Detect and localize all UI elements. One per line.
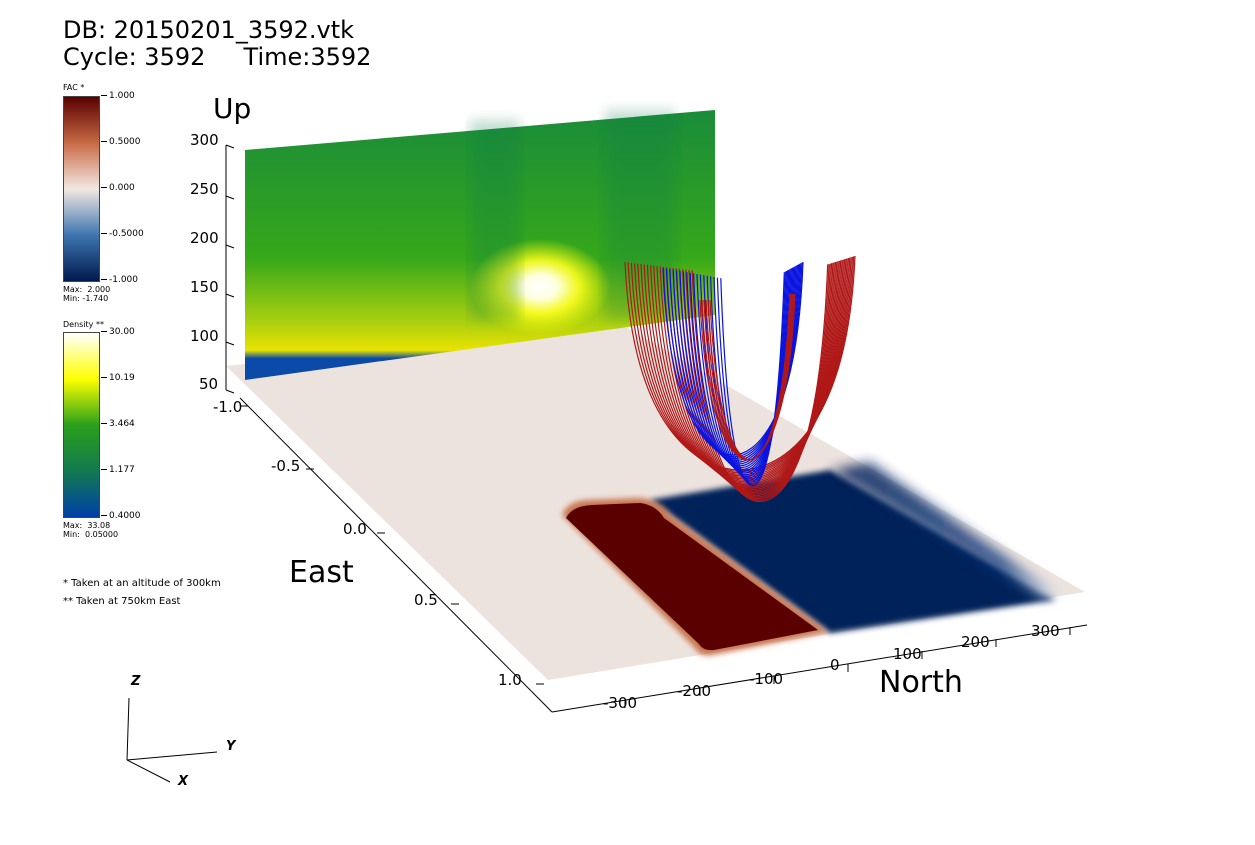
fac-max: Max: 2.000 [63,285,111,294]
fac-tick: 0.5000 [101,137,141,147]
cycle-time-label: Cycle: 3592 Time:3592 [63,43,372,71]
fac-tick: 0.000 [101,183,135,193]
north-tick: -300 [603,694,638,712]
density-colorbar [63,332,100,518]
up-tick: 200 [190,229,219,247]
field-line [691,264,829,503]
up-tick: 100 [190,327,219,345]
east-axis-title: East [289,555,354,590]
fac-min: Min: -1.740 [63,294,109,303]
up-tick: 250 [190,180,219,198]
up-tick: 50 [199,375,219,393]
field-lines [624,255,856,503]
north-axis-title: North [879,665,963,700]
east-tick: 0.0 [343,520,367,538]
fac-red-patch [562,498,828,656]
up-tick: 300 [190,131,219,149]
density-tick: 3.464 [101,419,135,429]
east-axis-line [239,397,553,713]
east-tick: 0.5 [414,591,438,609]
field-line [709,293,791,461]
database-title: DB: 20150201_3592.vtk [63,16,355,44]
fac-colorbar [63,96,100,282]
density-wall [245,110,715,380]
east-tick: -1.0 [213,398,243,416]
density-footnote: ** Taken at 750km East [63,596,181,607]
north-tick: 0 [830,656,840,674]
triad-z-label: Z [131,674,141,689]
east-tick: 1.0 [498,671,522,689]
north-axis-line [551,624,1088,713]
north-tick: 300 [1031,622,1060,640]
north-tick: -100 [749,670,784,688]
density-tick: 0.4000 [101,511,141,521]
axes [225,144,1088,713]
density-tick: 10.19 [101,373,135,383]
east-tick: -0.5 [271,457,301,475]
up-axis-title: Up [213,92,252,125]
fac-legend-title: FAC * [63,83,85,92]
field-line [720,272,785,487]
north-tick: 200 [961,633,990,651]
fac-tick: -0.5000 [101,229,144,239]
density-tick: 30.00 [101,327,135,337]
triad-y-label: Y [226,739,236,754]
density-min: Min: 0.05000 [63,530,119,539]
fac-tick: 1.000 [101,91,135,101]
fac-blue-patch [650,462,1062,633]
triad-x-label: X [178,774,189,789]
fac-tick: -1.000 [101,275,138,285]
density-max: Max: 33.08 [63,521,111,530]
north-tick: 100 [893,645,922,663]
fac-footnote: * Taken at an altitude of 300km [63,578,221,589]
axis-triad [126,697,218,783]
north-tick: -200 [677,682,712,700]
density-legend-title: Density ** [63,320,104,329]
density-tick: 1.177 [101,465,135,475]
up-tick: 150 [190,278,219,296]
